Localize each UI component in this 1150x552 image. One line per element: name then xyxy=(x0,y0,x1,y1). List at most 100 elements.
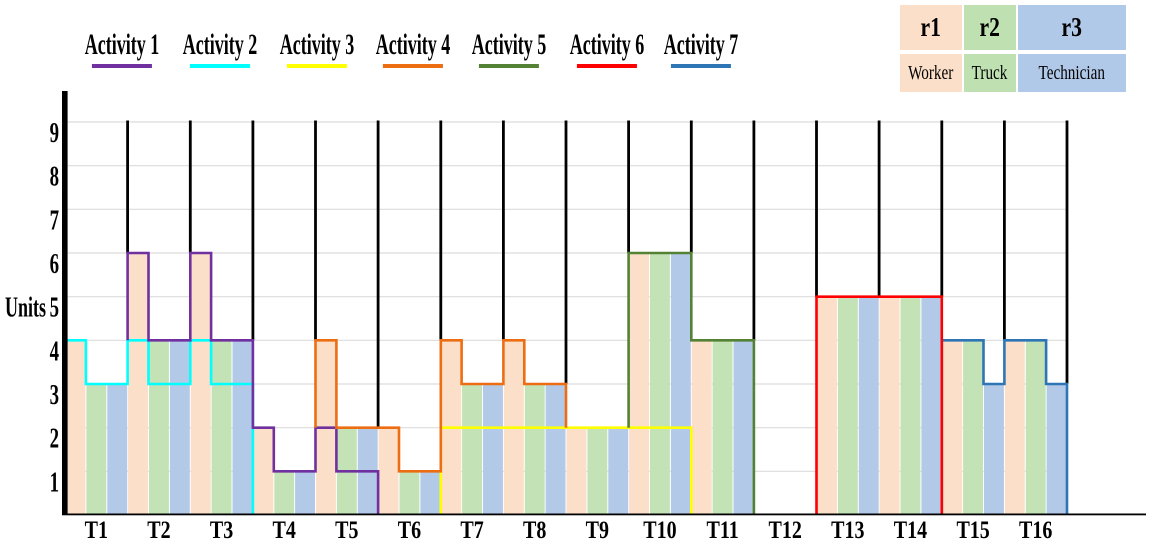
resource-name-row: Worker Truck Technician xyxy=(900,54,1126,92)
y-tick-label: 9 xyxy=(50,117,59,149)
x-tick-label: T1 xyxy=(85,516,108,544)
legend-activity-2: Activity 2 xyxy=(158,30,282,68)
resource-legend-table: r1 r2 r3 Worker Truck Technician xyxy=(900,5,1126,92)
activity-line-activity-6 xyxy=(815,295,944,515)
resource-name: Worker xyxy=(908,61,954,84)
bar-T14-r3 xyxy=(921,296,942,514)
bar-T15-r1 xyxy=(942,340,963,514)
bar-T13-r3 xyxy=(858,296,879,514)
legend-activity-color-line xyxy=(189,64,250,68)
x-tick-label: T5 xyxy=(335,516,358,544)
legend-activity-color-line xyxy=(670,64,731,68)
bar-T10-r3 xyxy=(670,253,691,514)
x-tick-label: T13 xyxy=(831,516,864,544)
legend-activity-6: Activity 6 xyxy=(545,30,669,68)
bar-T11-r1 xyxy=(691,340,712,514)
y-axis xyxy=(62,91,68,515)
x-tick-label: T2 xyxy=(147,516,170,544)
legend-activity-label: Activity 1 xyxy=(84,28,160,61)
bar-T6-r2 xyxy=(399,471,420,514)
bar-T4-r3 xyxy=(295,471,315,514)
resource-code: r3 xyxy=(1061,12,1083,42)
bar-T2-r2 xyxy=(149,340,169,514)
y-tick-label: 8 xyxy=(50,161,59,193)
y-tick-label: 6 xyxy=(50,248,59,280)
y-tick-label: 2 xyxy=(50,423,59,455)
bar-T2-r1 xyxy=(128,253,148,514)
bar-T11-r2 xyxy=(712,340,733,514)
bar-T6-r1 xyxy=(378,427,399,514)
bar-T10-r2 xyxy=(650,253,670,514)
resource-code-cell-r1: r1 xyxy=(900,5,962,50)
resource-code-cell-r2: r2 xyxy=(964,5,1016,50)
x-tick-label: T8 xyxy=(523,516,546,544)
legend-activity-color-line xyxy=(382,64,443,68)
y-axis-labels: 1 2 3 4 5 6 7 8 9 Units xyxy=(5,117,59,498)
bar-T9-r1 xyxy=(566,427,587,514)
resource-code: r2 xyxy=(979,12,1001,42)
x-tick-label: T7 xyxy=(460,516,483,544)
activity-line-activity-7 xyxy=(940,339,1069,515)
legend-activity-4: Activity 4 xyxy=(351,30,475,68)
bar-T13-r2 xyxy=(837,296,858,514)
legend-activity-color-line xyxy=(91,64,152,68)
resource-code: r1 xyxy=(920,12,942,42)
x-tick-label: T10 xyxy=(643,516,676,544)
activity-line-activity-5 xyxy=(627,251,756,515)
y-tick-label: 3 xyxy=(50,379,59,411)
bar-T15-r3 xyxy=(984,384,1004,514)
bar-T8-r3 xyxy=(545,384,566,514)
x-tick-label: T16 xyxy=(1019,516,1052,544)
bar-T6-r3 xyxy=(420,471,441,514)
legend-activity-color-line xyxy=(576,64,637,68)
bar-T7-r3 xyxy=(483,384,503,514)
resource-code-cell-r3: r3 xyxy=(1018,5,1126,50)
y-tick-label: 5 xyxy=(50,292,59,324)
x-tick-label: T4 xyxy=(273,516,296,544)
bar-T14-r1 xyxy=(879,296,900,514)
legend-activity-color-line xyxy=(478,64,539,68)
resource-name: Truck xyxy=(972,61,1008,84)
bar-T7-r2 xyxy=(462,384,482,514)
bar-T14-r2 xyxy=(900,296,921,514)
bar-T10-r1 xyxy=(629,253,649,514)
bar-T15-r2 xyxy=(963,340,983,514)
bar-T16-r1 xyxy=(1004,340,1025,514)
y-axis-title: Units xyxy=(5,293,46,324)
legend-activity-label: Activity 3 xyxy=(279,28,355,61)
y-tick-label: 7 xyxy=(50,204,59,236)
legend-activity-1: Activity 1 xyxy=(60,30,184,68)
resource-name: Technician xyxy=(1038,61,1106,84)
x-tick-label: T3 xyxy=(210,516,233,544)
bar-T1-r2 xyxy=(86,384,107,514)
x-tick-label: T11 xyxy=(706,516,738,544)
legend-activity-3: Activity 3 xyxy=(255,30,379,68)
period-separators xyxy=(126,120,1069,428)
x-tick-label: T12 xyxy=(769,516,802,544)
legend-activity-7: Activity 7 xyxy=(639,30,763,68)
legend-activity-color-line xyxy=(286,64,347,68)
bar-T2-r3 xyxy=(169,340,190,514)
bar-T9-r3 xyxy=(608,427,629,514)
x-tick-label: T15 xyxy=(956,516,989,544)
activity-line-activity-4 xyxy=(314,339,568,473)
x-axis xyxy=(62,513,1146,516)
x-tick-label: T14 xyxy=(894,516,927,544)
activity-legend: Activity 1 Activity 2 Activity 3 Activity 4… xyxy=(0,0,900,85)
x-tick-label: T9 xyxy=(586,516,609,544)
legend-activity-label: Activity 7 xyxy=(663,28,739,61)
resource-name-cell-r2: Truck xyxy=(964,54,1016,92)
bar-T3-r3 xyxy=(232,340,253,514)
activity-line-activity-1 xyxy=(126,251,380,515)
resource-name-cell-r3: Technician xyxy=(1018,54,1126,92)
bar-T4-r1 xyxy=(253,427,274,514)
bar-T3-r1 xyxy=(190,253,211,514)
bar-T16-r2 xyxy=(1025,340,1046,514)
bar-T9-r2 xyxy=(587,427,608,514)
x-tick-label: T6 xyxy=(398,516,421,544)
x-axis-labels: T1 T2 T3 T4 T5 T6 T7 T8 T9 T10 T11 T12 T13 T14 T15 T16 xyxy=(85,516,1053,544)
activity-lines xyxy=(63,251,1069,515)
bar-T13-r1 xyxy=(817,296,837,514)
